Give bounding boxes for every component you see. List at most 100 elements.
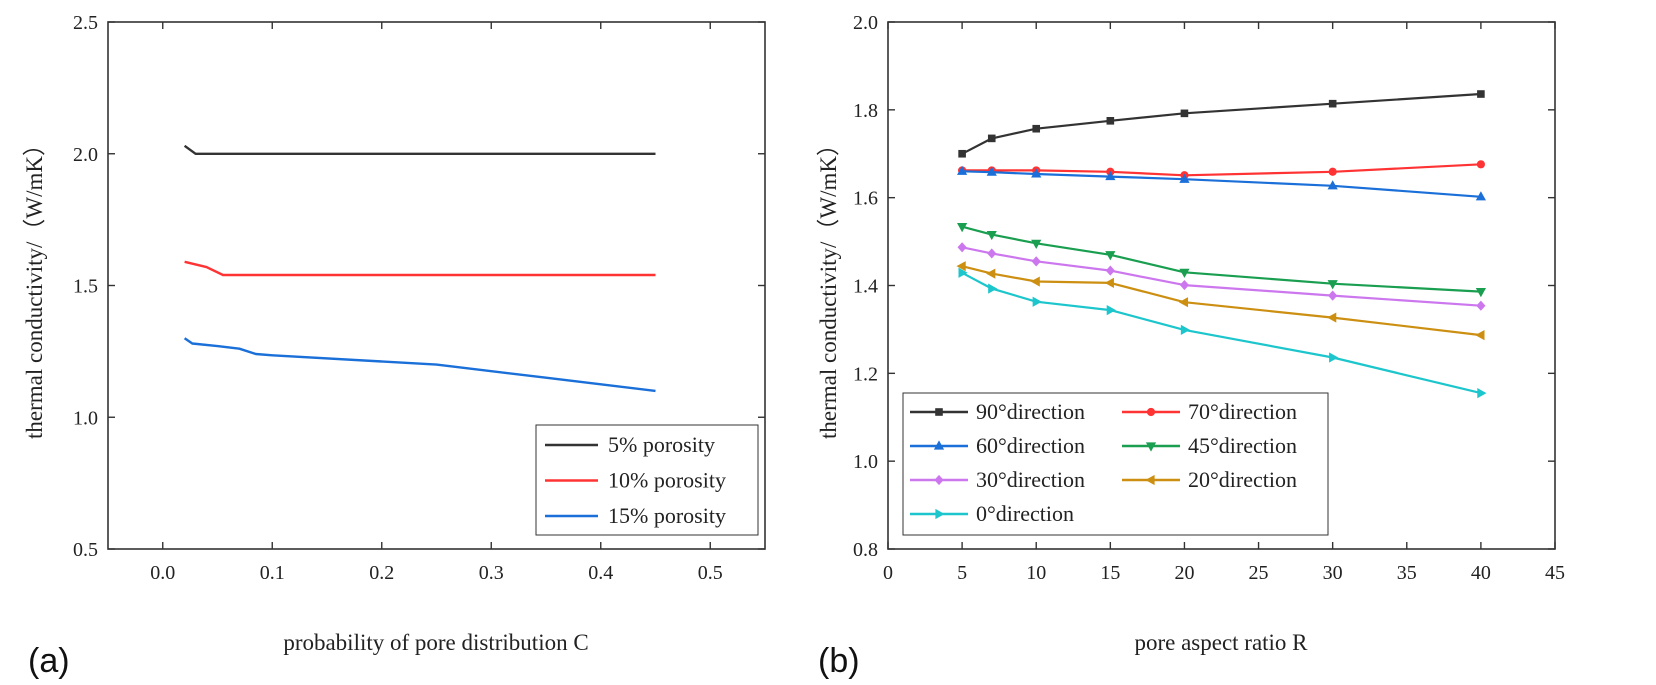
data-point-60-direction-r20 [1179,173,1190,183]
legend-label-5-porosity: 5% porosity [608,432,715,457]
data-point-60-direction-r40 [1475,191,1486,201]
chart-b-x-tick-label: 40 [1471,562,1491,584]
chart-a-y-tick-label: 1.0 [73,407,98,429]
data-point-0-direction-r15 [1106,304,1116,316]
chart-b-x-tick-label: 0 [883,562,893,584]
chart-b-y-tick-label: 2.0 [853,12,878,34]
chart-b: 0 5 10 15 20 25 30 35 40 450.81.01.21.41.61.82.0 … [816,12,1565,680]
data-point-60-direction-r10 [1031,168,1042,178]
legend-label-70-direction: 70°direction [1188,399,1297,424]
chart-a-series [183,144,656,393]
data-point-70-direction-r40 [1476,160,1485,169]
data-point-45-direction-r5 [957,223,968,233]
data-point-30-direction-r10 [1031,256,1041,267]
chart-a-y-tick-label: 0.5 [73,539,98,561]
data-point-30-direction-r15 [1105,265,1115,276]
data-point-20-direction-r15 [1104,277,1114,288]
data-point-20-direction-r7 [986,268,996,279]
chart-b-legend-box [902,392,1329,536]
legend-marker-60-direction [933,440,945,450]
chart-a-y-tick-label: 2.0 [73,144,98,166]
legend-marker-0-direction [935,508,945,520]
legend-label-20-direction: 20°direction [1188,467,1297,492]
chart-b-x-tick-label: 45 [1545,562,1565,584]
data-point-20-direction-r10 [1030,276,1040,287]
data-point-70-direction-r30 [1328,167,1337,176]
data-point-45-direction-r40 [1475,288,1486,298]
chart-a-x-tick-label: 0.4 [588,562,613,584]
series-line-10-porosity [184,260,656,277]
chart-a-ticks: 0.0 0.1 0.2 0.3 0.4 0.5 0.5 1.0 1.5 2.0 2.5 [73,12,765,584]
series-line-15-porosity [183,337,656,393]
data-point-30-direction-r20 [1179,279,1190,291]
series-line-5-porosity [183,144,656,156]
chart-b-y-tick-label: 1.2 [853,363,878,385]
chart-b-series [956,90,1487,399]
chart-b-panel-label: (b) [818,642,860,680]
chart-b-y-axis-label: thermal conductivity/（W/mK） [816,133,841,439]
chart-a-x-tick-label: 0.3 [479,562,504,584]
data-point-0-direction-r10 [1032,296,1042,307]
data-point-0-direction-r40 [1477,387,1487,399]
legend-marker-30-direction [934,474,944,486]
data-point-60-direction-r5 [957,165,968,175]
data-point-90-direction-r10 [1032,124,1041,133]
legend-marker-45-direction [1145,442,1157,452]
chart-b-y-tick-label: 0.8 [853,539,878,561]
chart-b-x-tick-label: 20 [1174,562,1194,584]
data-point-30-direction-r7 [987,248,997,259]
chart-b-x-tick-label: 35 [1397,562,1417,584]
chart-a-y-axis-label: thermal conductivity/（W/mK） [22,133,47,439]
data-point-45-direction-r15 [1105,251,1116,261]
data-point-30-direction-r40 [1476,300,1486,311]
data-point-90-direction-r40 [1477,90,1485,98]
chart-b-x-tick-label: 5 [957,562,967,584]
legend-label-15-porosity: 15% porosity [608,503,726,528]
chart-a-x-tick-label: 0.2 [369,562,394,584]
chart-a-x-tick-label: 0.5 [698,562,723,584]
data-point-45-direction-r10 [1031,239,1042,249]
chart-a-y-tick-label: 1.5 [73,276,98,298]
legend-label-10-porosity: 10% porosity [608,468,726,493]
legend-marker-70-direction [1146,407,1156,417]
legend-label-45-direction: 45°direction [1188,433,1297,458]
data-point-90-direction-r15 [1106,117,1115,125]
chart-a-y-tick-label: 2.5 [73,12,98,34]
chart-b-y-tick-label: 1.8 [853,100,878,122]
data-point-30-direction-r5 [957,242,967,253]
legend-label-30-direction: 30°direction [976,467,1085,492]
chart-b-y-tick-label: 1.4 [853,276,878,298]
chart-a-legend: 5% porosity 10% porosity 15% porosity [535,424,759,536]
data-point-0-direction-r7 [988,283,998,294]
chart-b-ticks: 0 5 10 15 20 25 30 35 40 45 0.8 1.0 1.2 1.4 1.6 1.8 2.0 [853,12,1565,584]
data-point-45-direction-r7 [986,230,997,241]
legend-marker-20-direction [1145,474,1155,486]
chart-a-x-tick-label: 0.0 [150,562,175,584]
chart-b-x-tick-label: 30 [1323,562,1343,584]
data-point-90-direction-r7 [987,134,996,143]
data-point-45-direction-r30 [1327,280,1338,290]
chart-b-y-tick-label: 1.0 [853,451,878,473]
legend-label-90-direction: 90°direction [976,399,1085,424]
chart-b-legend: 90°direction 70°direction 60°direction 45°d… [902,392,1329,536]
data-point-0-direction-r20 [1180,324,1191,335]
data-point-90-direction-r5 [958,149,966,158]
chart-b-x-tick-label: 15 [1100,562,1120,584]
legend-marker-90-direction [935,408,943,416]
chart-a-panel-label: (a) [28,642,70,680]
chart-a-x-axis-label: probability of pore distribution C [283,630,588,655]
chart-a: 0.0 0.1 0.2 0.3 0.4 0.5 0.5 1.0 1.5 2.0 2.5 therma… [22,12,766,680]
data-point-20-direction-r20 [1178,297,1189,308]
chart-b-x-tick-label: 10 [1026,562,1046,584]
data-point-0-direction-r30 [1329,352,1339,363]
data-point-20-direction-r40 [1475,330,1485,341]
data-point-60-direction-r30 [1327,180,1338,190]
data-point-30-direction-r30 [1328,290,1338,301]
data-point-90-direction-r30 [1328,99,1337,108]
data-point-20-direction-r5 [956,261,966,272]
chart-b-y-tick-label: 1.6 [853,188,878,210]
chart-a-x-tick-label: 0.1 [260,562,285,584]
data-point-20-direction-r30 [1327,312,1337,323]
legend-label-0-direction: 0°direction [976,501,1074,526]
